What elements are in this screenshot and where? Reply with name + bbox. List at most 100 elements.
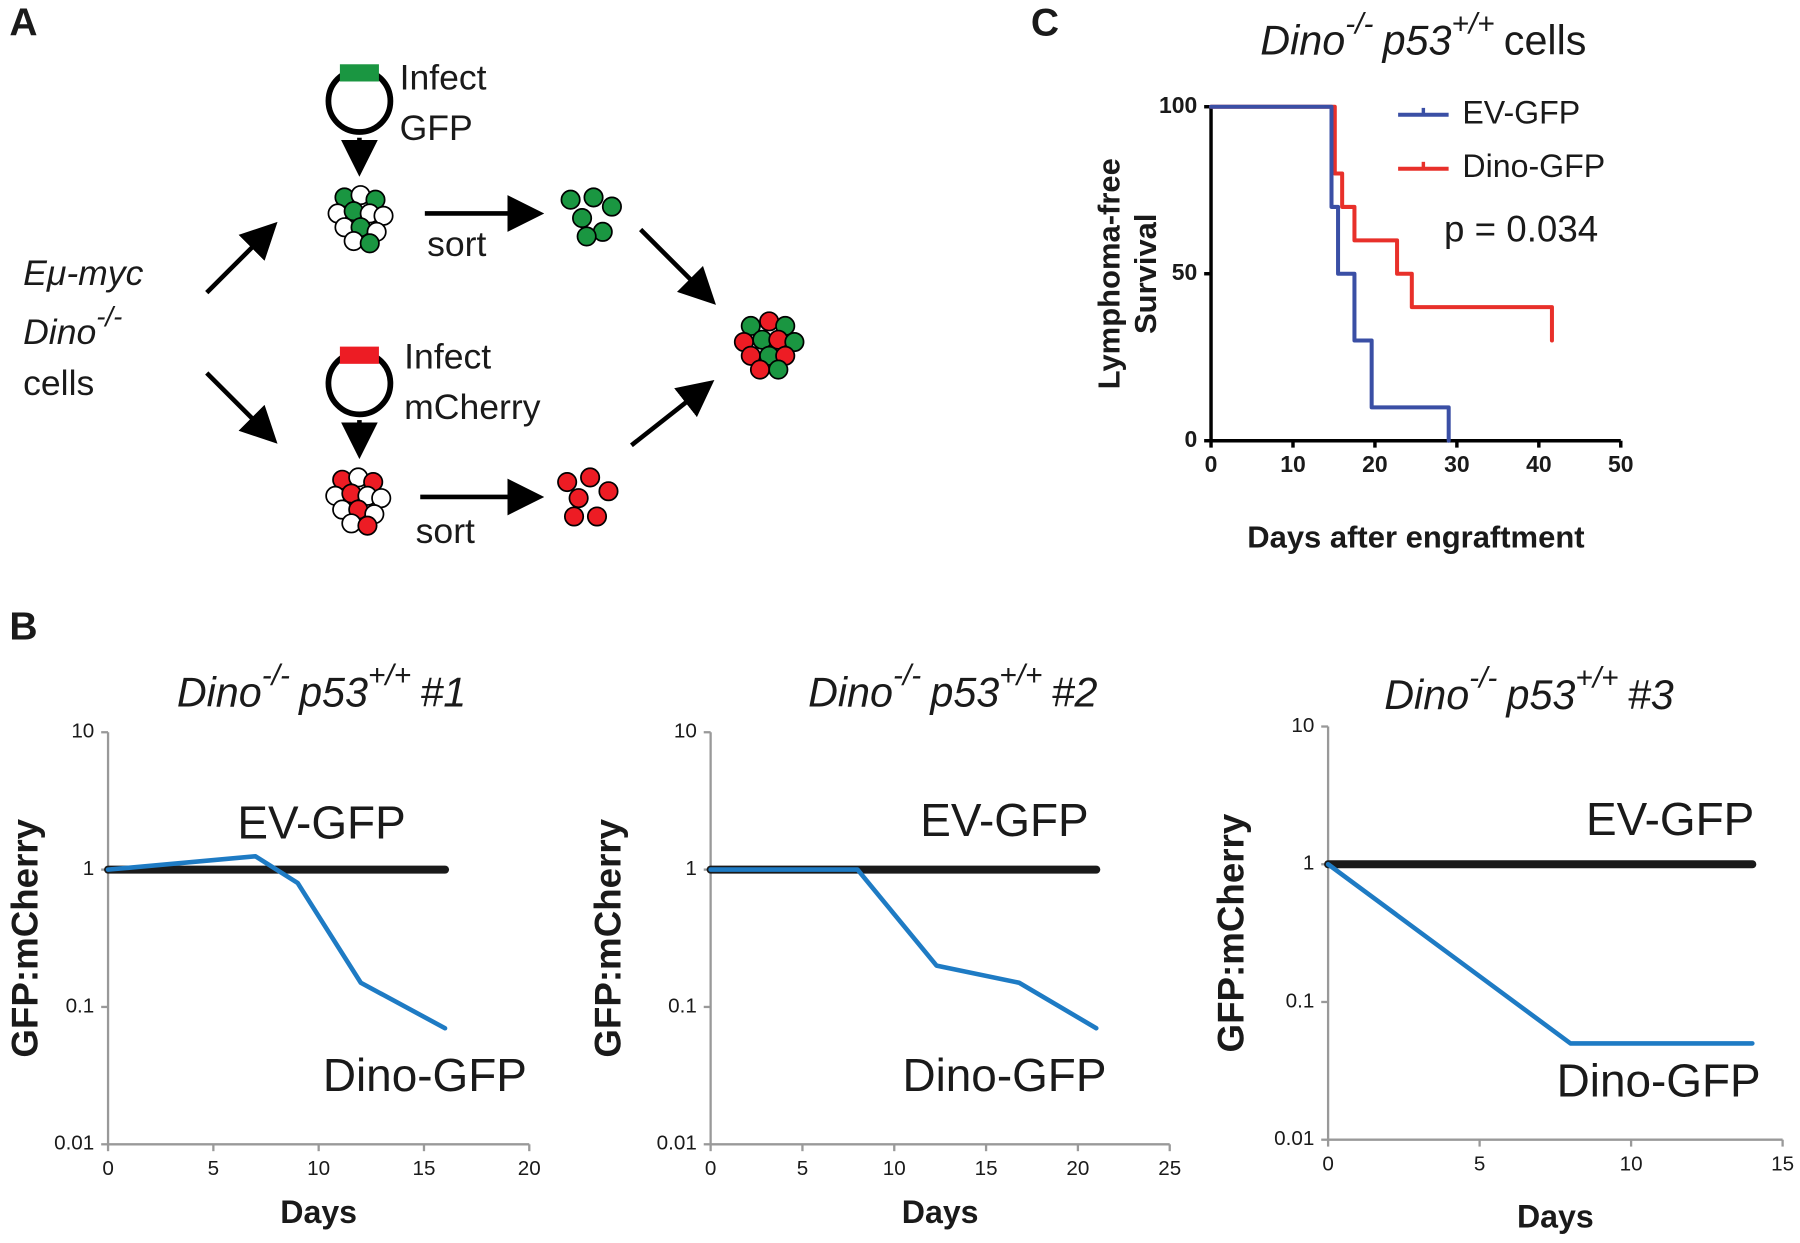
- arrow: [638, 227, 716, 305]
- y-tick-label: 0.1: [66, 994, 95, 1017]
- y-axis-label: Lymphoma-free: [1091, 158, 1126, 389]
- title-part: #1: [420, 669, 466, 715]
- cell: [784, 331, 805, 353]
- gfp-insert: [339, 64, 379, 82]
- y-axis-label: GFP:mCherry: [4, 818, 45, 1057]
- chart-title: Dino-/- p53+/+ #3: [1384, 661, 1673, 717]
- title-part: Dino: [808, 669, 893, 715]
- x-tick-label: 15: [412, 1157, 435, 1180]
- y-axis-label: GFP:mCherry: [587, 818, 628, 1057]
- mcherry-insert: [339, 346, 379, 364]
- title-part: p53: [928, 669, 999, 715]
- cell: [359, 233, 380, 254]
- x-tick-label: 10: [883, 1157, 906, 1180]
- cell: [601, 196, 622, 217]
- panel-label: B: [9, 605, 37, 648]
- series-label: EV-GFP: [1586, 793, 1754, 845]
- cell: [583, 187, 604, 208]
- line-series: [1209, 104, 1554, 343]
- arrow: [205, 221, 278, 295]
- title-part: Dino: [1260, 18, 1345, 64]
- y-tick-label: 1: [1303, 852, 1314, 875]
- x-tick-label: 20: [1362, 451, 1388, 477]
- cell: [357, 515, 378, 536]
- title-superscript: -/-: [893, 659, 921, 692]
- x-axis-label: Days: [280, 1194, 357, 1230]
- title-part: p53: [297, 669, 368, 715]
- series-label: EV-GFP: [920, 794, 1088, 846]
- x-tick-label: 0: [102, 1157, 113, 1180]
- title-superscript: -/-: [1469, 661, 1497, 694]
- diagram-text: mCherry: [404, 387, 541, 427]
- chart: Dino-/- p53+/+ #3 0.01 0.1 1 10 0 5 10 15 GFP:mCher…: [1211, 661, 1794, 1234]
- diagram-text: Infect: [404, 337, 491, 377]
- x-tick-label: 30: [1444, 451, 1470, 477]
- x-tick-label: 10: [307, 1157, 330, 1180]
- y-tick-label: 1: [685, 857, 696, 880]
- y-tick-label: 50: [1172, 259, 1198, 285]
- x-tick-label: 15: [1771, 1152, 1794, 1175]
- cell: [749, 359, 771, 380]
- title-part: Dino: [177, 669, 262, 715]
- x-tick-label: 10: [1280, 451, 1306, 477]
- panel-label: A: [9, 2, 37, 45]
- cell: [560, 189, 581, 210]
- diagram-text: cells: [23, 363, 94, 403]
- series-label: Dino-GFP: [1557, 1055, 1761, 1107]
- line-series: [1209, 104, 1451, 443]
- diagram-text: Dino-/-: [23, 301, 122, 352]
- title-superscript: +/+: [999, 659, 1042, 692]
- cell: [557, 472, 578, 493]
- arrows: [205, 137, 716, 516]
- diagram-text: Dino: [23, 313, 96, 353]
- y-tick-label: 10: [1291, 714, 1314, 737]
- chart-title: Dino-/- p53+/+ #1: [177, 659, 466, 715]
- y-tick-label: 0.01: [54, 1132, 94, 1155]
- legend-label: EV-GFP: [1462, 94, 1580, 130]
- x-tick-label: 25: [1158, 1157, 1181, 1180]
- arrow: [630, 379, 715, 448]
- title-part: cells: [1504, 18, 1587, 64]
- y-tick-label: 0.01: [657, 1132, 697, 1155]
- x-tick-label: 50: [1608, 451, 1634, 477]
- x-tick-label: 5: [208, 1157, 219, 1180]
- title-superscript: -/-: [1345, 7, 1373, 40]
- chart: Dino-/- p53+/+ cells 0 50 100 0 10 20 30 40 50 Lymph…: [1091, 7, 1633, 554]
- diagram: Infect GFP Infect mCherry sort sort Eμ-m…: [23, 58, 805, 551]
- cell: [768, 359, 789, 380]
- cell: [572, 208, 593, 229]
- diagram-text: Eμ-myc: [23, 253, 143, 293]
- y-tick-label: 10: [71, 720, 94, 743]
- series-label: EV-GFP: [237, 796, 405, 848]
- x-axis-label: Days: [1517, 1198, 1594, 1234]
- x-axis-label: Days: [902, 1194, 979, 1230]
- y-tick-label: 10: [674, 720, 697, 743]
- y-tick-label: 0: [1184, 426, 1197, 452]
- y-tick-label: 1: [83, 857, 94, 880]
- cell: [568, 488, 589, 509]
- title-superscript: -/-: [262, 659, 290, 692]
- legend-label: Dino-GFP: [1462, 148, 1605, 184]
- y-tick-label: 0.1: [668, 994, 697, 1017]
- chart-title: Dino-/- p53+/+ cells: [1260, 7, 1586, 63]
- superscript: -/-: [96, 301, 122, 332]
- title-part: Dino: [1384, 672, 1469, 718]
- line-series: [708, 867, 1099, 1031]
- chart-title: Dino-/- p53+/+ #2: [808, 659, 1097, 715]
- title-superscript: +/+: [1575, 661, 1618, 694]
- cell: [598, 481, 619, 502]
- cell: [586, 506, 608, 527]
- y-axis-label: Survival: [1128, 213, 1163, 334]
- line-series: [105, 853, 448, 1031]
- title-part: #2: [1052, 669, 1098, 715]
- title-part: p53: [1505, 672, 1576, 718]
- series-label: Dino-GFP: [323, 1049, 527, 1101]
- x-tick-label: 0: [1322, 1152, 1333, 1175]
- title-superscript: +/+: [368, 659, 411, 692]
- x-axis-label: Days after engraftment: [1247, 520, 1584, 555]
- x-tick-label: 20: [1066, 1157, 1089, 1180]
- y-axis-label: GFP:mCherry: [1211, 813, 1252, 1052]
- x-tick-label: 0: [1205, 451, 1218, 477]
- arrow: [205, 371, 278, 444]
